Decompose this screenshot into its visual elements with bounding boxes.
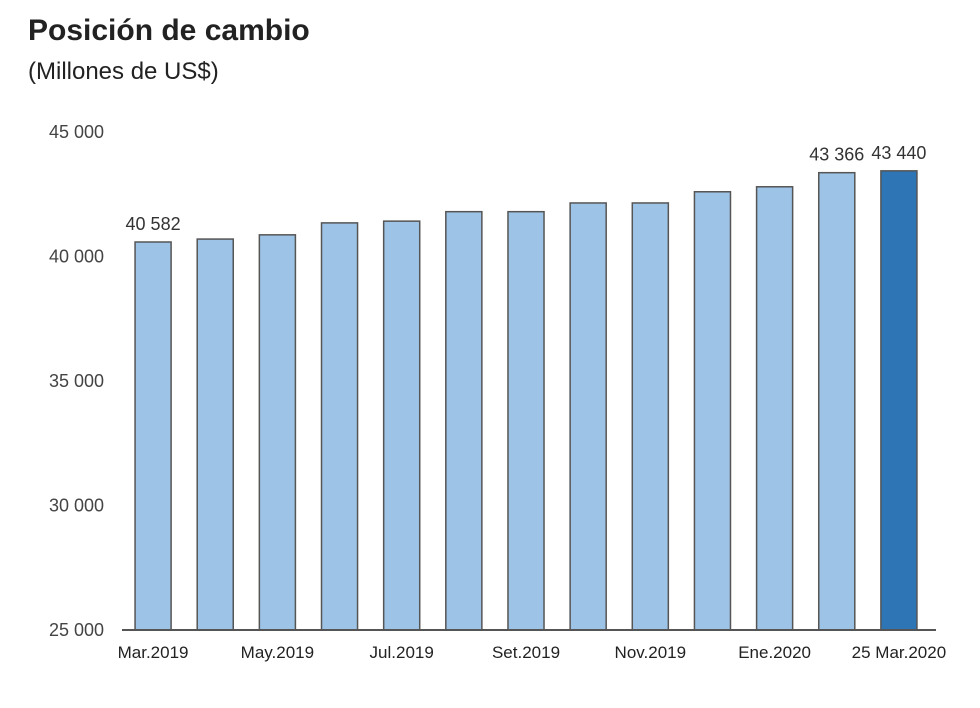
bar-nov-2019 bbox=[631, 202, 670, 631]
bar-ene-2020 bbox=[755, 186, 794, 631]
bar-oct-2019 bbox=[569, 202, 607, 631]
x-tick-label: May.2019 bbox=[241, 643, 314, 662]
bar-mar-2019 bbox=[134, 241, 172, 631]
bar-jun-2019 bbox=[320, 222, 359, 631]
bar-feb-2020 bbox=[817, 171, 856, 631]
x-axis: Mar.2019 May.2019 Jul.2019 Set.2019 Nov.2019… bbox=[118, 629, 947, 662]
x-tick-label: Nov.2019 bbox=[615, 643, 687, 662]
y-tick-label: 30 000 bbox=[49, 496, 104, 516]
bar-may-2019 bbox=[258, 234, 297, 631]
y-tick-label: 25 000 bbox=[49, 620, 104, 640]
chart-subtitle: (Millones de US$) bbox=[28, 58, 219, 85]
data-label: 43 440 bbox=[871, 143, 926, 163]
chart-title: Posición de cambio bbox=[28, 14, 310, 47]
y-tick-label: 35 000 bbox=[49, 371, 104, 391]
y-tick-label: 40 000 bbox=[49, 247, 104, 267]
data-label: 40 582 bbox=[126, 214, 181, 234]
bar-abr-2019 bbox=[196, 238, 235, 631]
bar-set-2019 bbox=[507, 210, 545, 631]
y-axis: 25 000 30 000 35 000 40 000 45 000 bbox=[49, 122, 104, 640]
x-tick-label: 25 Mar.2020 bbox=[852, 643, 947, 662]
bar-jul-2019 bbox=[382, 220, 421, 631]
x-tick-label: Mar.2019 bbox=[118, 643, 189, 662]
y-tick-label: 45 000 bbox=[49, 122, 104, 142]
bars-group bbox=[134, 170, 918, 631]
data-label: 43 366 bbox=[809, 145, 864, 165]
data-labels-group: 40 582 43 366 43 440 bbox=[126, 143, 927, 234]
x-tick-label: Ene.2020 bbox=[738, 643, 811, 662]
bar-ago-2019 bbox=[445, 210, 483, 631]
bar-25-mar-2020 bbox=[880, 170, 918, 631]
bar-dic-2019 bbox=[693, 191, 732, 631]
x-tick-label: Set.2019 bbox=[492, 643, 560, 662]
x-tick-label: Jul.2019 bbox=[370, 643, 434, 662]
